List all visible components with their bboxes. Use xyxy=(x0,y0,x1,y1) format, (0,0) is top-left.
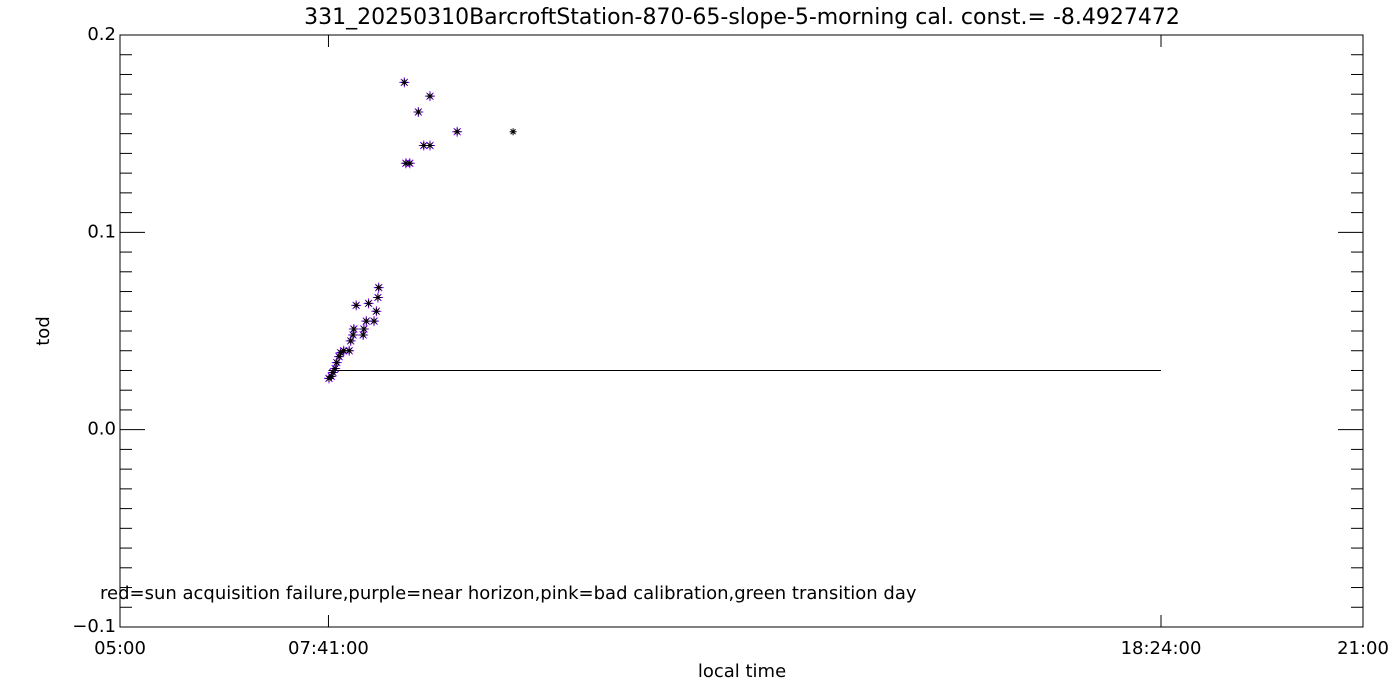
point xyxy=(400,78,408,86)
y-tick-label: 0.1 xyxy=(87,221,116,242)
point xyxy=(372,307,380,315)
point xyxy=(365,299,373,307)
point xyxy=(375,284,383,292)
point xyxy=(374,293,382,301)
point xyxy=(359,331,367,339)
point xyxy=(509,128,517,136)
y-tick-label: −0.1 xyxy=(72,616,116,637)
point xyxy=(426,142,434,150)
plot-frame xyxy=(119,34,1364,628)
point xyxy=(331,364,339,372)
point xyxy=(349,331,357,339)
point xyxy=(340,347,348,355)
point xyxy=(402,159,410,167)
annotation: red=sun acquisition failure,purple=near … xyxy=(100,583,917,604)
point xyxy=(453,128,461,136)
y-tick-label: 0.0 xyxy=(87,419,116,440)
point xyxy=(327,372,335,380)
y-axis-label: tod xyxy=(33,316,54,346)
point xyxy=(350,325,358,333)
point xyxy=(406,159,414,167)
chart-title: 331_20250310BarcroftStation-870-65-slope… xyxy=(304,5,1180,30)
point xyxy=(360,325,368,333)
point xyxy=(352,301,360,309)
point xyxy=(347,337,355,345)
point xyxy=(362,317,370,325)
x-tick-label: 07:41:00 xyxy=(288,638,369,659)
point xyxy=(333,359,341,367)
point xyxy=(370,317,378,325)
point xyxy=(414,108,422,116)
point xyxy=(329,368,337,376)
point xyxy=(345,347,353,355)
point xyxy=(426,92,434,100)
x-tick-label: 21:00 xyxy=(1337,638,1389,659)
y-tick-label: 0.2 xyxy=(87,24,116,45)
point xyxy=(337,349,345,357)
x-axis-label: local time xyxy=(698,661,786,682)
point xyxy=(335,353,343,361)
point xyxy=(420,142,428,150)
x-tick-label: 18:24:00 xyxy=(1121,638,1202,659)
x-tick-label: 05:00 xyxy=(94,638,146,659)
